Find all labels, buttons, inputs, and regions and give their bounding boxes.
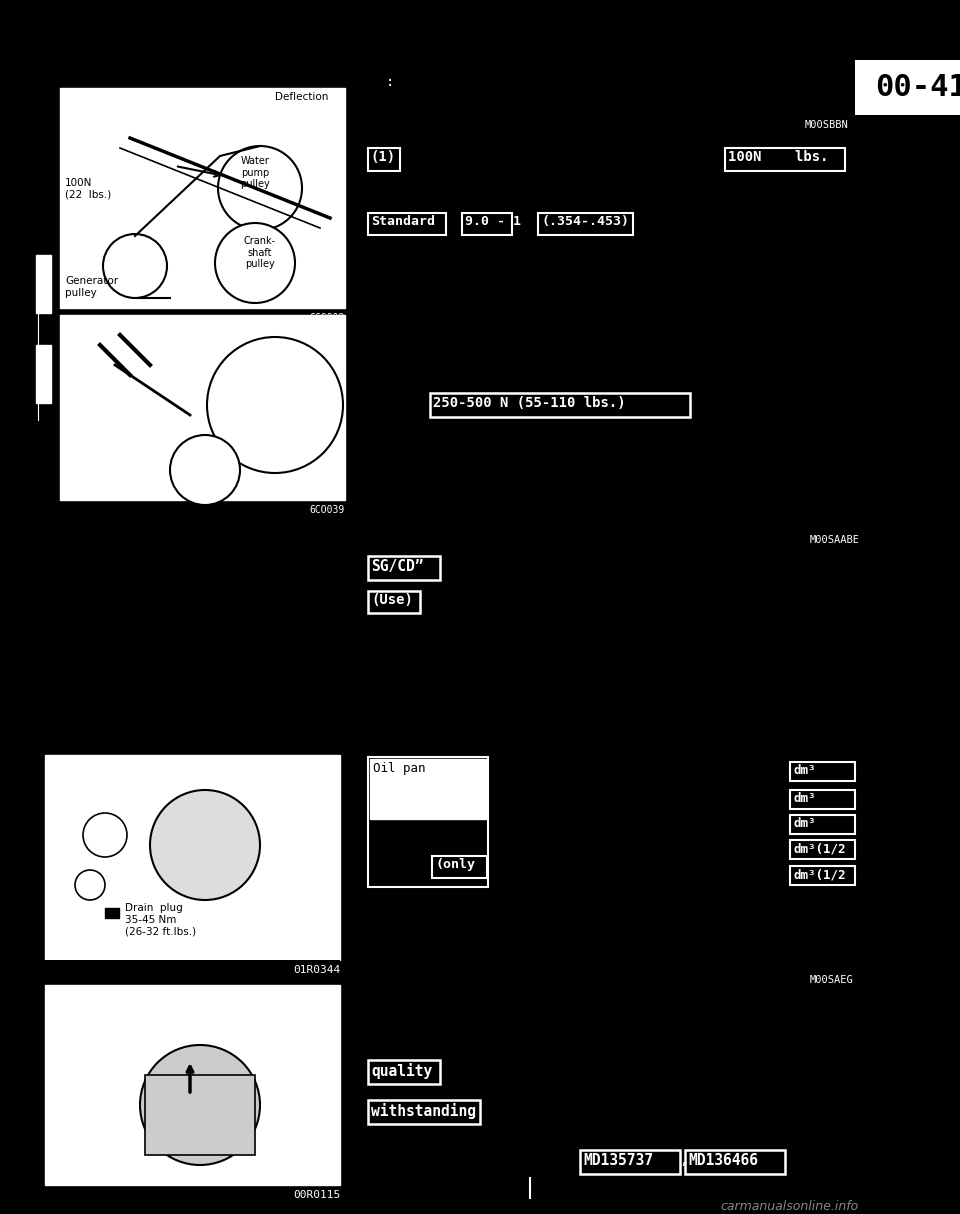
Bar xyxy=(430,393,690,416)
Bar xyxy=(368,148,400,171)
Text: M00SAABE: M00SAABE xyxy=(810,535,860,545)
Bar xyxy=(368,1100,480,1124)
Text: (only: (only xyxy=(435,858,475,870)
Bar xyxy=(725,148,845,171)
Bar xyxy=(36,255,51,313)
Bar xyxy=(790,790,855,809)
Circle shape xyxy=(150,790,260,900)
Bar xyxy=(855,59,960,115)
Circle shape xyxy=(140,1045,260,1165)
Bar xyxy=(368,1060,440,1084)
Bar xyxy=(370,759,486,819)
Bar xyxy=(45,960,340,985)
Text: dm³: dm³ xyxy=(793,792,815,805)
Text: 6CO009: 6CO009 xyxy=(310,313,345,323)
Bar xyxy=(790,840,855,860)
Bar xyxy=(790,762,855,781)
Text: (Use): (Use) xyxy=(371,592,413,607)
Bar xyxy=(36,345,51,403)
Text: Oil pan: Oil pan xyxy=(373,762,425,775)
Text: 100N
(22  lbs.): 100N (22 lbs.) xyxy=(65,178,111,199)
Text: MD136466: MD136466 xyxy=(688,1153,758,1168)
Text: Generator
pulley: Generator pulley xyxy=(65,276,118,297)
Text: 9.0 - 1: 9.0 - 1 xyxy=(465,215,521,228)
Text: dm³: dm³ xyxy=(793,817,815,830)
Text: 250-500 N (55-110 lbs.): 250-500 N (55-110 lbs.) xyxy=(433,396,626,410)
Bar xyxy=(368,591,420,613)
Bar xyxy=(0,59,35,1214)
Bar xyxy=(60,87,345,308)
Text: SG/CD”: SG/CD” xyxy=(371,558,423,574)
Text: 00R0115: 00R0115 xyxy=(293,1190,340,1199)
Bar xyxy=(538,212,633,236)
Bar xyxy=(855,0,960,59)
Circle shape xyxy=(170,435,240,505)
Bar xyxy=(368,758,488,887)
Bar xyxy=(790,866,855,885)
Bar xyxy=(432,856,487,878)
Bar xyxy=(105,908,119,918)
Text: quality: quality xyxy=(371,1063,432,1079)
Bar xyxy=(0,0,960,59)
Bar xyxy=(462,212,512,236)
Bar xyxy=(368,556,440,580)
Circle shape xyxy=(215,223,295,304)
Circle shape xyxy=(75,870,105,900)
Text: MD135737: MD135737 xyxy=(583,1153,653,1168)
Bar xyxy=(790,815,855,834)
Text: dm³(1/2: dm³(1/2 xyxy=(793,843,846,855)
Text: Standard: Standard xyxy=(371,215,435,228)
Bar xyxy=(580,1150,680,1174)
Text: dm³: dm³ xyxy=(793,764,815,777)
Text: 6CO039: 6CO039 xyxy=(310,505,345,515)
Circle shape xyxy=(207,337,343,473)
Circle shape xyxy=(218,146,302,229)
Text: (.354-.453): (.354-.453) xyxy=(541,215,629,228)
Text: 01R0344: 01R0344 xyxy=(293,965,340,975)
Circle shape xyxy=(103,234,167,297)
Text: :: : xyxy=(386,75,395,89)
Circle shape xyxy=(83,813,127,857)
Bar xyxy=(0,1210,960,1214)
Text: Drain  plug
35-45 Nm
(26-32 ft.lbs.): Drain plug 35-45 Nm (26-32 ft.lbs.) xyxy=(125,903,196,936)
Text: 100N    lbs.: 100N lbs. xyxy=(728,151,828,164)
Bar xyxy=(45,755,340,960)
Bar xyxy=(368,212,446,236)
Text: 00-41: 00-41 xyxy=(875,74,960,102)
Text: withstanding: withstanding xyxy=(371,1104,476,1119)
Text: M00SAEG: M00SAEG xyxy=(810,975,853,985)
Text: Crank-
shaft
pulley: Crank- shaft pulley xyxy=(244,236,276,270)
Text: ,: , xyxy=(679,1153,687,1167)
Text: (1): (1) xyxy=(370,151,396,164)
Bar xyxy=(45,985,340,1185)
Text: carmanualsonline.info: carmanualsonline.info xyxy=(721,1199,859,1213)
Bar xyxy=(145,1076,255,1155)
Text: M00SBBN: M00SBBN xyxy=(805,120,849,130)
Bar xyxy=(685,1150,785,1174)
Text: dm³(1/2: dm³(1/2 xyxy=(793,868,846,881)
Text: Deflection: Deflection xyxy=(275,92,328,102)
Text: Water
pump
pulley: Water pump pulley xyxy=(240,157,270,189)
Bar xyxy=(60,314,345,500)
